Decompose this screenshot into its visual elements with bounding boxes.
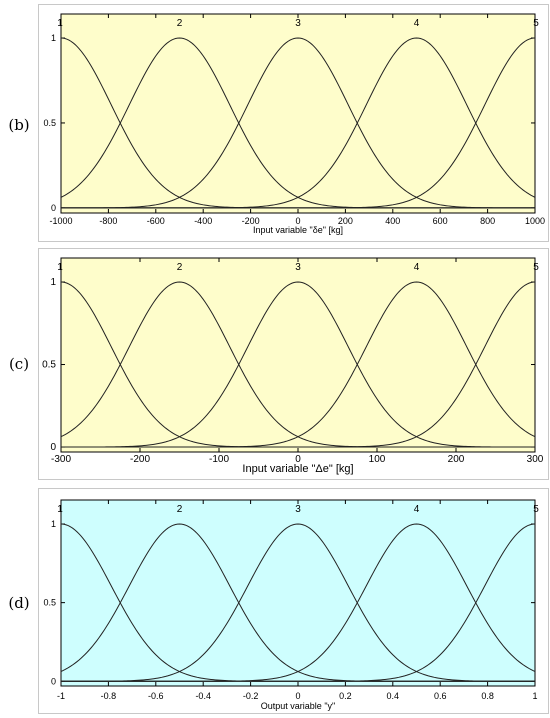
mf-label-4: 4 [414, 18, 420, 29]
x-tick-label: 0 [295, 216, 300, 226]
chart-panel-c: 0 0.5 1 -300 -200 -100 0 100 200 300 1 2 3 4 5 Input va… [38, 248, 549, 480]
y-tick-label: 0 [50, 442, 56, 453]
mf-curve-5 [61, 523, 536, 682]
x-tick-label: -600 [147, 216, 165, 226]
chart-panel-d: 0 0.5 1 -1 -0.8 -0.6 -0.4 -0.2 0 0.2 0.4 0.6 0.8 1 1 2 3… [38, 488, 549, 714]
y-tick-label: 0.5 [42, 360, 56, 371]
y-tick-label: 0.5 [43, 118, 56, 128]
x-tick-label: 400 [385, 216, 400, 226]
panel-label-c: (c) [8, 355, 30, 373]
mf-curve-3 [61, 37, 535, 209]
mf-label-3: 3 [295, 18, 301, 29]
panel-label-d: (d) [8, 594, 30, 612]
mf-label-1: 1 [57, 504, 63, 515]
mf-chart-b: 0 0.5 1 -1000 -800 -600 -400 -200 0 200 400 600 800 1… [43, 13, 545, 235]
mf-curve-3 [61, 523, 535, 682]
x-tick-label: 0 [295, 691, 300, 701]
x-tick-label: -1000 [49, 216, 72, 226]
mf-label-3: 3 [295, 262, 301, 273]
x-tick-label: 0.4 [387, 691, 400, 701]
plot-area [60, 499, 536, 687]
x-tick-label: -200 [130, 454, 150, 465]
mf-curve-5 [61, 37, 536, 209]
plot-area [60, 13, 536, 214]
mf-label-2: 2 [177, 262, 183, 273]
x-tick-label: 0.6 [434, 691, 447, 701]
x-tick-label: 1000 [525, 216, 545, 226]
y-tick-label: 0 [51, 676, 56, 686]
mf-label-5: 5 [533, 504, 539, 515]
x-tick-label: -400 [194, 216, 212, 226]
mf-label-3: 3 [295, 504, 301, 515]
mf-label-2: 2 [177, 504, 183, 515]
x-axis-label: Input variable "Δe" [kg] [242, 463, 353, 475]
mf-curve-3 [61, 281, 535, 448]
x-tick-label: 0.2 [339, 691, 352, 701]
y-tick-label: 1 [50, 277, 56, 288]
x-tick-label: -300 [51, 454, 71, 465]
x-axis-label: Output variable "y" [261, 701, 335, 711]
x-tick-label: 0 [295, 454, 301, 465]
panel-label-b: (b) [8, 116, 30, 134]
y-tick-label: 0 [51, 203, 56, 213]
x-tick-label: -0.4 [195, 691, 211, 701]
mf-curve-5 [61, 281, 536, 448]
mf-label-4: 4 [414, 504, 420, 515]
x-tick-label: -800 [99, 216, 117, 226]
mf-label-2: 2 [177, 18, 183, 29]
mf-chart-d: 00.51-1 -0.8 -0.6 -0.4 -0.2 0 0.2 0.4 0.6 0.8 11 2 3… [43, 499, 539, 711]
x-tick-label: -0.2 [243, 691, 259, 701]
x-tick-label: -100 [209, 454, 229, 465]
x-tick-label: 300 [527, 454, 544, 465]
mf-label-4: 4 [414, 262, 420, 273]
x-tick-label: 600 [433, 216, 448, 226]
x-tick-label: 1 [532, 691, 537, 701]
x-tick-label: 200 [338, 216, 353, 226]
x-axis-label: Input variable "δe" [kg] [253, 225, 343, 235]
y-tick-label: 1 [51, 33, 56, 43]
x-tick-label: 800 [480, 216, 495, 226]
x-tick-label: -200 [242, 216, 260, 226]
x-tick-label: 0.8 [481, 691, 494, 701]
mf-label-5: 5 [533, 262, 539, 273]
y-tick-label: 0.5 [43, 598, 56, 608]
x-tick-label: -1 [57, 691, 65, 701]
x-tick-label: -0.6 [148, 691, 164, 701]
mf-label-1: 1 [57, 18, 63, 29]
x-tick-label: 100 [369, 454, 386, 465]
mf-label-5: 5 [533, 18, 539, 29]
chart-panel-b: 0 0.5 1 -1000 -800 -600 -400 -200 0 200 400 600 800 1… [38, 4, 549, 242]
mf-label-1: 1 [57, 262, 63, 273]
mf-chart-c: 0 0.5 1 -300 -200 -100 0 100 200 300 1 2 3 4 5 Input va… [42, 257, 544, 475]
y-tick-label: 1 [51, 519, 56, 529]
x-tick-label: -0.8 [101, 691, 117, 701]
plot-area [60, 257, 536, 453]
x-tick-label: 200 [448, 454, 465, 465]
